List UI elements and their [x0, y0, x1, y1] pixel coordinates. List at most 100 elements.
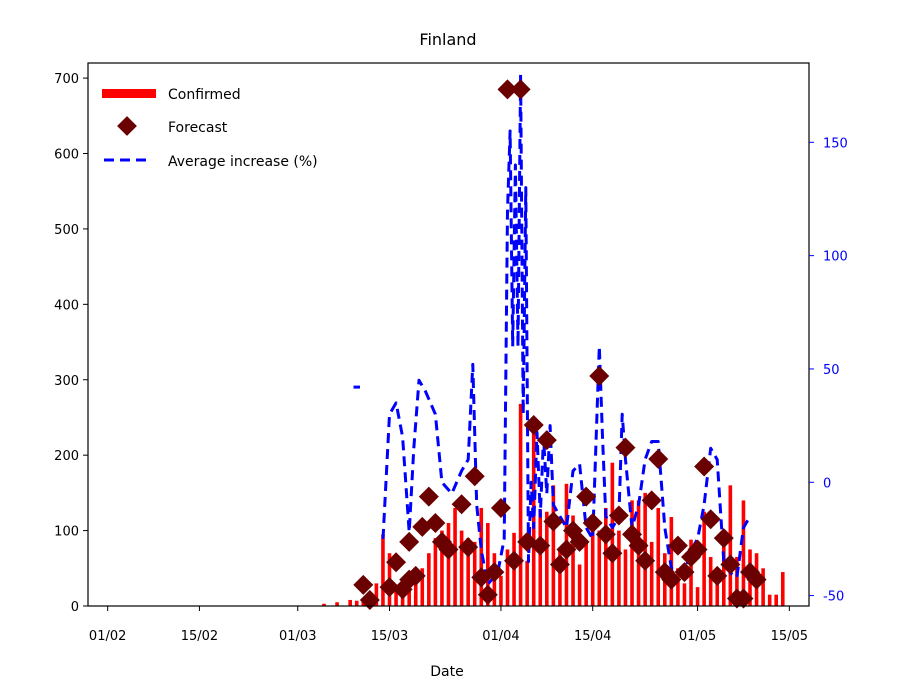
x-tick-label: 15/03 — [371, 629, 408, 644]
forecast-point — [635, 550, 656, 571]
confirmed-bar — [682, 583, 687, 606]
y-tick-label: 0 — [71, 600, 79, 615]
forecast-point — [641, 490, 662, 511]
confirmed-bar — [381, 534, 385, 606]
confirmed-bar — [427, 553, 431, 606]
confirmed-bar — [322, 603, 326, 606]
confirmed-bar — [413, 579, 418, 606]
confirmed-bar — [466, 538, 470, 606]
forecast-point — [359, 589, 380, 610]
forecast-point — [589, 365, 610, 386]
chart-title: Finland — [419, 30, 476, 49]
forecast-point — [582, 513, 603, 534]
confirmed-bar — [505, 549, 510, 606]
confirmed-bar — [649, 541, 654, 606]
confirmed-bar — [702, 511, 706, 606]
confirmed-bar — [656, 507, 661, 606]
confirmed-bar — [551, 485, 556, 606]
confirmed-bar — [676, 568, 680, 606]
forecast-point — [477, 584, 498, 605]
confirmed-bar — [695, 587, 700, 606]
legend-forecast-marker — [117, 116, 137, 136]
x-tick-label: 01/02 — [89, 629, 126, 644]
forecast-point — [523, 415, 544, 435]
confirmed-bar — [518, 403, 523, 606]
confirmed-bar — [433, 538, 438, 606]
x-tick-label: 15/04 — [574, 629, 611, 644]
forecast-point — [674, 562, 695, 583]
forecast-point — [497, 79, 518, 100]
average-increase-line — [381, 72, 752, 586]
confirmed-bar — [643, 492, 647, 606]
axes: 01/02 15/02 01/03 15/03 01/04 15/04 01/05 15/05… — [54, 72, 848, 644]
forecast-point — [576, 486, 597, 507]
y-tick-label: 700 — [54, 72, 79, 87]
forecast-point — [405, 565, 426, 586]
y-tick-label: 200 — [54, 449, 79, 464]
forecast-point — [484, 562, 505, 583]
confirmed-bar — [761, 568, 765, 606]
forecast-point — [379, 577, 400, 598]
y2-tick-label: 150 — [823, 136, 848, 151]
y-tick-label: 100 — [54, 525, 79, 540]
confirmed-bar — [617, 530, 621, 606]
confirmed-bar — [728, 485, 733, 606]
confirmed-bar — [420, 568, 425, 606]
confirmed-bar — [525, 560, 529, 606]
confirmed-bar — [741, 500, 746, 606]
plot-frame — [87, 62, 810, 607]
forecast-point — [687, 539, 708, 560]
confirmed-bar — [604, 507, 608, 606]
confirmed-bar — [735, 556, 739, 606]
confirmed-bar — [348, 599, 352, 606]
confirmed-bar — [767, 594, 772, 606]
forecast-point — [628, 535, 649, 556]
confirmed-bar — [597, 530, 602, 606]
forecast-point — [490, 497, 511, 518]
forecast-point — [694, 456, 715, 477]
x-tick-label: 01/04 — [482, 629, 519, 644]
forecast-point — [418, 486, 439, 507]
legend-average-label: Average increase (%) — [168, 154, 318, 170]
confirmed-bar — [446, 523, 451, 606]
forecast-point — [386, 552, 407, 573]
confirmed-bar — [374, 583, 379, 606]
forecast-point — [569, 531, 590, 552]
confirmed-bar — [571, 515, 575, 606]
legend-forecast-label: Forecast — [168, 120, 228, 136]
x-tick-label: 01/05 — [679, 629, 716, 644]
forecast-point — [510, 79, 531, 100]
x-tick-label: 15/05 — [771, 629, 808, 644]
confirmed-bar — [577, 564, 582, 606]
forecast-point — [458, 537, 479, 558]
confirmed-bar — [590, 530, 595, 606]
forecast-point — [425, 513, 446, 534]
forecast-point — [746, 569, 767, 590]
confirmed-bar — [440, 530, 444, 606]
confirmed-bar — [459, 530, 464, 606]
y-tick-label: 500 — [54, 223, 79, 238]
forecast-point — [549, 554, 570, 575]
confirmed-bar — [538, 509, 543, 606]
legend-confirmed-swatch — [102, 89, 156, 98]
forecast-point — [556, 539, 577, 560]
forecast-point — [733, 588, 754, 609]
confirmed-bar — [407, 583, 411, 606]
forecast-point — [530, 535, 551, 556]
y-tick-label: 400 — [54, 298, 79, 313]
forecast-point — [667, 535, 688, 556]
confirmed-bar — [453, 507, 457, 606]
forecast-point — [713, 528, 734, 549]
confirmed-bar — [558, 549, 562, 606]
legend-confirmed-label: Confirmed — [168, 87, 241, 103]
y2-tick-label: -50 — [823, 590, 844, 605]
forecast-point — [648, 448, 669, 469]
forecast-point — [543, 511, 564, 532]
confirmed-bar — [715, 575, 720, 606]
confirmed-bar — [499, 575, 503, 606]
forecast-point — [700, 509, 721, 530]
forecast-point — [608, 505, 629, 526]
confirmed-bar — [708, 556, 713, 606]
confirmed-bar — [780, 572, 785, 606]
